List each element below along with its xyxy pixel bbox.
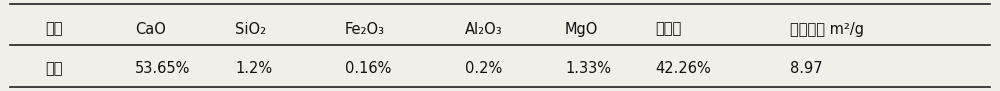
Text: MgO: MgO (565, 22, 598, 37)
Text: 53.65%: 53.65% (135, 61, 190, 76)
Text: SiO₂: SiO₂ (235, 22, 266, 37)
Text: 42.26%: 42.26% (655, 61, 711, 76)
Text: 烧失率: 烧失率 (655, 22, 681, 37)
Text: 0.2%: 0.2% (465, 61, 502, 76)
Text: CaO: CaO (135, 22, 166, 37)
Text: 1.2%: 1.2% (235, 61, 272, 76)
Text: 0.16%: 0.16% (345, 61, 391, 76)
Text: 8.97: 8.97 (790, 61, 823, 76)
Text: 数値: 数値 (45, 61, 62, 76)
Text: 性质: 性质 (45, 22, 62, 37)
Text: Fe₂O₃: Fe₂O₃ (345, 22, 385, 37)
Text: 1.33%: 1.33% (565, 61, 611, 76)
Text: 比表面积 m²/g: 比表面积 m²/g (790, 22, 864, 37)
Text: Al₂O₃: Al₂O₃ (465, 22, 503, 37)
